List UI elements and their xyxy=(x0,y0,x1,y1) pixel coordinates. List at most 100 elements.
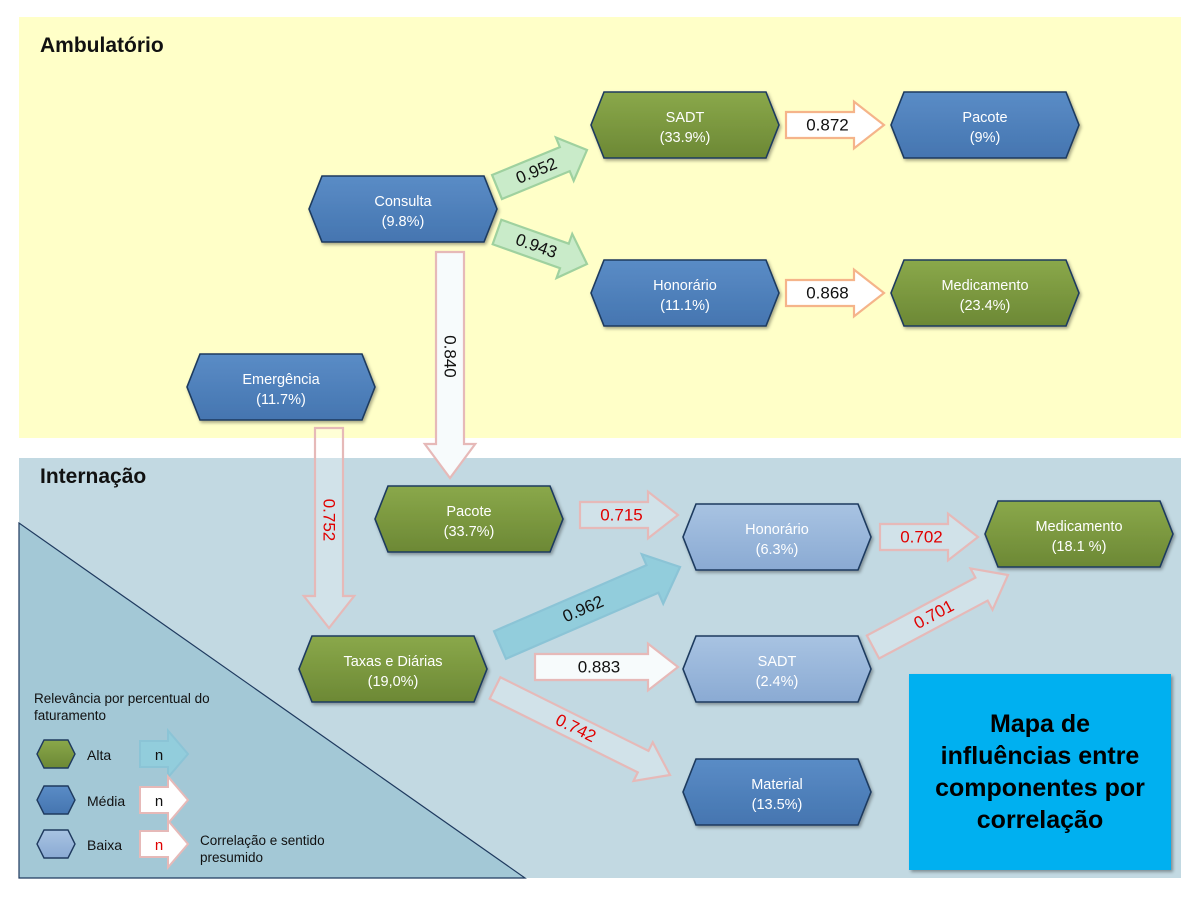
node-name: Taxas e Diárias xyxy=(343,654,442,670)
legend-swatch xyxy=(36,785,76,815)
edge-arrow-shape xyxy=(865,567,1010,660)
edge-arrow-shape xyxy=(492,552,682,661)
legend-swatch xyxy=(36,829,76,859)
edge-label: 0.715 xyxy=(600,506,643,525)
node-shape xyxy=(590,91,780,159)
node-int-sadt: SADT (2.4%) xyxy=(682,635,872,703)
node-name: Consulta xyxy=(374,194,432,210)
node-shape xyxy=(984,500,1174,568)
legend-swatch xyxy=(36,739,76,769)
node-shape xyxy=(682,503,872,571)
legend-layer: Alta n Média n Baixa n xyxy=(36,727,190,871)
node-value: (9%) xyxy=(970,130,1001,146)
legend-item-media: Média n xyxy=(36,773,190,827)
legend-item-baixa: Baixa n xyxy=(36,817,190,871)
legend-arrow-sample: n xyxy=(139,817,190,871)
node-name: Medicamento xyxy=(941,278,1028,294)
node-int-pacote: Pacote (33.7%) xyxy=(374,485,564,553)
legend-heading: Relevância por percentual do faturamento xyxy=(34,691,210,723)
node-shape xyxy=(890,91,1080,159)
node-value: (33.7%) xyxy=(444,524,495,540)
legend-arrow-text: n xyxy=(155,837,163,854)
node-shape xyxy=(890,259,1080,327)
edge-arrow-int-honorario-to-int-medicamento: 0.702 xyxy=(878,511,980,563)
node-name: Medicamento xyxy=(1035,519,1122,535)
node-shape xyxy=(682,758,872,826)
node-shape xyxy=(590,259,780,327)
edge-arrow-int-pacote-to-int-honorario: 0.715 xyxy=(578,489,680,541)
edge-arrow-amb-honorario-to-amb-medicamento: 0.868 xyxy=(784,267,886,319)
legend-label: Baixa xyxy=(87,837,122,853)
edge-arrow-shape xyxy=(533,641,680,693)
node-value: (33.9%) xyxy=(660,130,711,146)
legend-item-alta: Alta n xyxy=(36,727,190,781)
legend-arrow-shape xyxy=(139,817,190,871)
node-name: Pacote xyxy=(446,504,491,520)
legend-label: Alta xyxy=(87,747,111,763)
legend-arrow-note: Correlação e sentido presumido xyxy=(200,833,325,865)
section-title-ambulatorio: Ambulatório xyxy=(40,34,164,57)
node-value: (23.4%) xyxy=(960,298,1011,314)
node-value: (2.4%) xyxy=(756,674,799,690)
edge-label: 0.868 xyxy=(806,284,849,303)
edge-arrow-int-sadt-to-int-medicamento: 0.701 xyxy=(865,567,1010,660)
node-amb-pacote: Pacote (9%) xyxy=(890,91,1080,159)
edge-label: 0.840 xyxy=(441,335,460,378)
edge-arrow-amb-consulta-to-int-pacote: 0.840 xyxy=(422,250,478,480)
node-shape xyxy=(682,635,872,703)
node-amb-honorario: Honorário (11.1%) xyxy=(590,259,780,327)
node-name: Honorário xyxy=(745,522,809,538)
edge-arrow-shape xyxy=(784,267,886,319)
node-value: (9.8%) xyxy=(382,214,425,230)
section-title-internacao: Internação xyxy=(40,465,147,488)
edge-arrow-shape xyxy=(578,489,680,541)
edge-arrow-amb-sadt-to-amb-pacote: 0.872 xyxy=(784,99,886,151)
edge-label: 0.872 xyxy=(806,116,849,135)
node-name: SADT xyxy=(758,654,797,670)
edge-arrow-int-taxas-to-int-sadt: 0.883 xyxy=(533,641,680,693)
node-int-material: Material (13.5%) xyxy=(682,758,872,826)
node-shape xyxy=(298,635,488,703)
map-title-box: Mapa de influências entre componentes po… xyxy=(909,674,1171,870)
edge-arrow-int-taxas-to-int-material: 0.742 xyxy=(488,675,672,783)
legend-arrow-text: n xyxy=(155,793,163,810)
legend-arrow-sample: n xyxy=(139,773,190,827)
legend-arrow-sample: n xyxy=(139,727,190,781)
node-value: (6.3%) xyxy=(756,542,799,558)
node-amb-sadt: SADT (33.9%) xyxy=(590,91,780,159)
map-title: Mapa de influências entre componentes po… xyxy=(935,710,1145,834)
node-name: Honorário xyxy=(653,278,717,294)
node-value: (11.7%) xyxy=(256,392,306,408)
node-int-honorario: Honorário (6.3%) xyxy=(682,503,872,571)
node-layer: Consulta (9.8%) SADT (33.9%) Pacote (9%) Honor… xyxy=(186,91,1174,826)
node-value: (13.5%) xyxy=(752,797,803,813)
node-emergencia: Emergência (11.7%) xyxy=(186,353,376,421)
edge-arrow-shape xyxy=(422,250,478,480)
legend-label: Média xyxy=(87,793,125,809)
node-shape xyxy=(374,485,564,553)
legend-arrow-text: n xyxy=(155,747,163,764)
edge-label: 0.883 xyxy=(578,658,621,677)
legend-arrow-shape xyxy=(139,773,190,827)
edge-arrow-shape xyxy=(878,511,980,563)
node-value: (18.1 %) xyxy=(1052,539,1107,555)
edge-arrow-shape xyxy=(490,135,589,201)
edge-arrow-shape xyxy=(301,426,357,630)
edge-arrow-shape xyxy=(488,675,672,783)
edge-label: 0.752 xyxy=(320,499,339,542)
node-int-medicamento: Medicamento (18.1 %) xyxy=(984,500,1174,568)
node-name: SADT xyxy=(666,110,705,126)
edge-arrow-emergencia-to-int-taxas: 0.752 xyxy=(301,426,357,630)
node-amb-medicamento: Medicamento (23.4%) xyxy=(890,259,1080,327)
edge-label: 0.702 xyxy=(900,528,943,547)
node-shape xyxy=(308,175,498,243)
node-name: Material xyxy=(751,777,803,793)
node-name: Emergência xyxy=(242,372,320,388)
edge-arrow-shape xyxy=(784,99,886,151)
node-int-taxas: Taxas e Diárias (19,0%) xyxy=(298,635,488,703)
node-value: (11.1%) xyxy=(660,298,710,314)
node-shape xyxy=(186,353,376,421)
